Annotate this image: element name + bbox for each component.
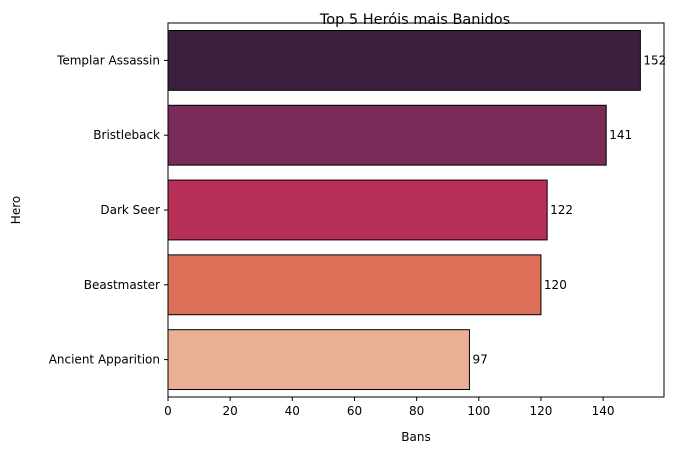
bars-group bbox=[167, 29, 641, 391]
data-label: 97 bbox=[472, 353, 487, 367]
x-tick-label: 20 bbox=[223, 404, 238, 418]
x-tick-label: 100 bbox=[467, 404, 490, 418]
chart-title: Top 5 Heróis mais Banidos bbox=[319, 12, 510, 28]
x-tick-label: 0 bbox=[164, 404, 172, 418]
x-tick-label: 120 bbox=[529, 404, 552, 418]
y-tick-label: Beastmaster bbox=[84, 278, 160, 292]
x-tick-label: 40 bbox=[285, 404, 300, 418]
data-label: 122 bbox=[550, 203, 573, 217]
bar-templar-assassin bbox=[167, 29, 641, 91]
x-axis-label: Bans bbox=[401, 430, 430, 444]
x-axis-ticks: 0 20 40 60 80 100 120 140 bbox=[164, 397, 615, 418]
bar-beastmaster bbox=[167, 254, 542, 316]
x-tick-label: 140 bbox=[592, 404, 615, 418]
data-labels-group: 152 141 122 120 97 bbox=[472, 53, 666, 366]
x-tick-label: 60 bbox=[347, 404, 362, 418]
y-axis-label: Hero bbox=[9, 196, 23, 224]
y-tick-label: Bristleback bbox=[93, 128, 160, 142]
bar-ancient-apparition bbox=[167, 329, 470, 391]
y-axis-ticks: Templar Assassin Bristleback Dark Seer Beas… bbox=[49, 53, 168, 367]
y-tick-label: Templar Assassin bbox=[56, 53, 160, 67]
x-tick-label: 80 bbox=[409, 404, 424, 418]
y-tick-label: Ancient Apparition bbox=[49, 353, 160, 367]
y-tick-label: Dark Seer bbox=[100, 203, 160, 217]
bar-dark-seer bbox=[167, 179, 548, 241]
data-label: 120 bbox=[544, 278, 567, 292]
data-label: 152 bbox=[643, 53, 666, 67]
bar-bristleback bbox=[167, 104, 607, 166]
data-label: 141 bbox=[609, 128, 632, 142]
